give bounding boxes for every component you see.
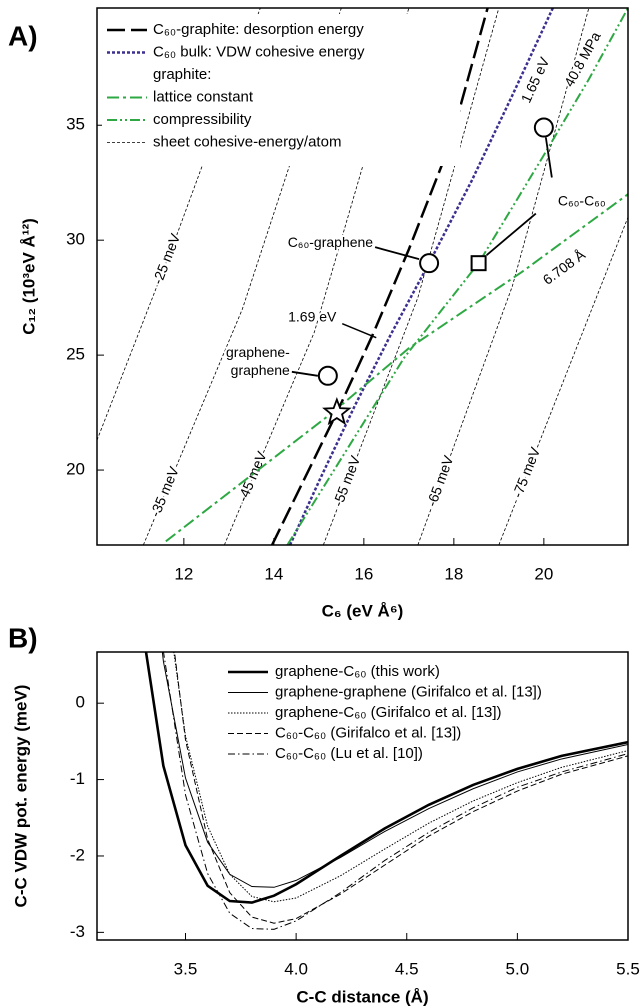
legend-label: lattice constant: [153, 88, 254, 105]
x-axis-title: C₆ (eV Å⁶): [322, 601, 404, 620]
series-line: [286, 8, 628, 545]
contour-line: [498, 217, 628, 545]
y-tick-label: -3: [70, 922, 85, 941]
point-label: C₆₀-C₆₀: [558, 192, 606, 208]
label-leader: [374, 246, 420, 261]
y-tick-label: 20: [66, 460, 85, 479]
point-label-line: C₆₀-C₆₀: [558, 192, 606, 208]
label-leader: [486, 212, 537, 256]
y-tick-label: 30: [66, 230, 85, 249]
point-label-line: C₆₀-graphene: [288, 234, 374, 250]
panel-label: A): [8, 20, 38, 51]
contour-label: -35 meV: [147, 464, 182, 520]
panel: B) 3.5 4.0 4.5 5.0 5.5 0 -1 -2 -3 C-C distance (Å)…: [8, 622, 640, 1006]
x-tick-label: 4.0: [284, 959, 308, 978]
legend-label: C₆₀-C₆₀ (Lu et al. [10]): [275, 745, 423, 762]
y-tick-label: -2: [70, 845, 85, 864]
y-axis-title: C₁₂ (10³eV Å¹²): [19, 218, 38, 335]
x-tick-label: 5.5: [616, 959, 640, 978]
legend-label: compressibility: [153, 111, 252, 128]
x-tick-label: 20: [534, 564, 553, 583]
x-tick-label: 14: [264, 564, 283, 583]
point-label: graphene-graphene: [226, 344, 290, 378]
x-tick-label: 4.5: [395, 959, 419, 978]
panel: -25 meV -35 meV -45 meV -55 meV -65 meV -75 m…: [8, 7, 629, 620]
point-marker: [419, 253, 440, 274]
y-tick-label: -1: [70, 769, 85, 788]
legend-note: graphite:: [153, 66, 211, 83]
label-leader: [544, 137, 553, 178]
panel-label: B): [8, 622, 38, 653]
legend-label: graphene-C₆₀ (Girifalco et al. [13]): [275, 704, 502, 721]
contour-label: -55 meV: [329, 453, 363, 509]
contour-line: [97, 8, 261, 441]
point-label-line: graphene-: [226, 344, 290, 360]
legend-label: C₆₀ bulk: VDW cohesive energy: [153, 43, 365, 60]
legend-bg: [102, 14, 460, 166]
plot-area: [144, 652, 628, 930]
contour-label: -75 meV: [509, 444, 544, 500]
label-leader: [291, 370, 318, 377]
contour-line: [322, 8, 500, 545]
point-label-line: graphene: [231, 362, 290, 378]
series-line: [144, 652, 628, 904]
legend-label: graphene-graphene (Girifalco et al. [13]…: [275, 683, 542, 700]
series-line: [165, 193, 628, 543]
series-line: [288, 8, 554, 545]
plot-frame: [96, 7, 629, 546]
legend-label: C₆₀-C₆₀ (Girifalco et al. [13]): [275, 724, 461, 741]
legend-label: C₆₀-graphite: desorption energy: [153, 21, 364, 38]
x-tick-label: 12: [174, 564, 193, 583]
x-tick-label: 18: [444, 564, 463, 583]
contour-label: -25 meV: [149, 231, 183, 287]
contour-label: -45 meV: [234, 448, 270, 504]
series-line: [173, 652, 628, 903]
curve-label: 6.708 Å: [540, 246, 589, 288]
series-line: [173, 652, 628, 924]
contour-line: [417, 8, 590, 545]
x-tick-label: 5.0: [506, 959, 530, 978]
legend-label: sheet cohesive-energy/atom: [153, 133, 341, 150]
legend-label: graphene-C₆₀ (this work): [275, 663, 440, 680]
contour-label: -65 meV: [423, 453, 456, 509]
point-label: C₆₀-graphene: [288, 234, 374, 250]
curve-label: 1.69 eV: [288, 308, 337, 324]
point-marker: [317, 365, 338, 386]
y-tick-label: 25: [66, 345, 85, 364]
y-tick-label: 0: [76, 693, 85, 712]
curve-label: 40.8 MPa: [561, 29, 604, 89]
curve-label: 1.65 eV: [518, 54, 553, 105]
point-marker: [470, 255, 487, 272]
point-marker: [533, 117, 554, 138]
y-tick-label: 35: [66, 115, 85, 134]
label-leader: [341, 323, 377, 339]
x-axis-title: C-C distance (Å): [296, 987, 428, 1006]
point-marker: [322, 397, 352, 426]
series-line: [161, 652, 628, 888]
plot-frame: [96, 651, 629, 941]
x-tick-label: 3.5: [174, 959, 198, 978]
y-axis-title: C-C VDW pot. energy (meV): [11, 685, 30, 908]
x-tick-label: 16: [354, 564, 373, 583]
